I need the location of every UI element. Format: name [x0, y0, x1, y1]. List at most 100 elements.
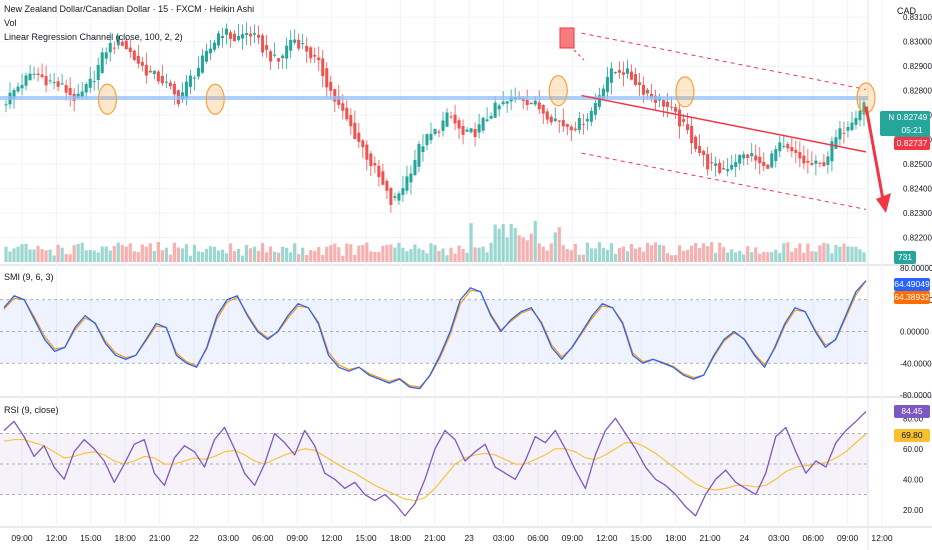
smi-signal-line: [3, 280, 867, 388]
candle-body: [645, 89, 650, 94]
candle-body: [112, 47, 116, 49]
volume-bar: [260, 243, 265, 262]
volume-bar: [746, 246, 750, 262]
candle-body: [241, 34, 245, 39]
volume-bar: [4, 246, 8, 262]
volume-bar: [425, 253, 429, 262]
candle-body: [188, 75, 192, 87]
candle-body: [581, 123, 585, 125]
volume-bar: [525, 240, 529, 262]
volume-bar: [216, 250, 221, 262]
candle-body: [68, 88, 72, 96]
currency-label[interactable]: CAD: [896, 6, 916, 16]
candle-body: [144, 64, 148, 76]
candle-body: [60, 83, 64, 85]
candle-body: [124, 40, 128, 50]
candle-body: [293, 39, 297, 43]
time-tick-label: 12:00: [871, 533, 893, 543]
candle-body: [36, 73, 40, 76]
volume-bar: [770, 252, 774, 262]
smi-line: [3, 280, 867, 390]
volume-legend[interactable]: Vol: [4, 18, 17, 28]
volume-bar: [353, 254, 357, 262]
volume-bar: [337, 247, 341, 262]
volume-bar: [96, 252, 100, 262]
rsi-legend[interactable]: RSI (9, close): [4, 405, 59, 415]
volume-bar: [665, 253, 670, 262]
volume-bar: [621, 246, 626, 262]
candle-body: [557, 120, 561, 122]
volume-bar: [345, 243, 349, 262]
candle-body: [549, 116, 553, 123]
candle-body: [301, 43, 305, 45]
candle-body: [629, 71, 633, 80]
candle-body: [473, 128, 477, 138]
volume-bar: [449, 247, 453, 262]
volume-bar: [373, 251, 377, 262]
volume-bar: [481, 246, 485, 262]
candle-body: [774, 149, 778, 162]
volume-bar: [734, 252, 738, 262]
candle-body: [597, 95, 601, 107]
volume-bar: [212, 246, 217, 262]
volume-bar: [629, 243, 634, 262]
volume-bar: [541, 246, 545, 262]
volume-bar: [694, 242, 698, 262]
volume-bar: [369, 251, 373, 262]
volume-bar: [188, 255, 193, 262]
smi-legend[interactable]: SMI (9, 6, 3): [4, 272, 54, 282]
regression-line: [581, 94, 867, 153]
volume-bar: [52, 255, 56, 262]
volume-bar: [581, 254, 585, 262]
price-tick-label: 0.82400: [903, 185, 932, 194]
volume-bar: [862, 252, 866, 262]
volume-bar: [265, 252, 269, 262]
volume-bar: [168, 254, 172, 262]
candle-body: [641, 84, 646, 95]
volume-bar: [437, 250, 441, 262]
candle-body: [698, 146, 702, 153]
volume-bar: [184, 244, 189, 262]
time-tick-label: 12:00: [46, 533, 68, 543]
candle-body: [842, 132, 846, 134]
candle-body: [690, 125, 694, 144]
candle-body: [44, 76, 48, 86]
volume-bar: [281, 246, 285, 262]
volume-bar: [64, 253, 68, 262]
volume-bar: [726, 252, 730, 262]
bid-price-tag: 0.82737: [894, 137, 930, 150]
time-tick-label: 24: [740, 533, 750, 543]
candle-body: [778, 142, 782, 152]
volume-bar: [305, 254, 309, 262]
candle-body: [429, 133, 433, 141]
candle-body: [726, 169, 730, 172]
volume-bar: [597, 242, 601, 262]
volume-bar: [818, 245, 822, 262]
volume-bar: [220, 249, 225, 262]
candle-body: [730, 164, 734, 170]
time-axis[interactable]: 09:00 12:00 15:00 18:00 21:00 22 03:00 06:00 09:…: [11, 533, 893, 543]
candle-body: [160, 76, 164, 84]
candle-body: [64, 85, 68, 93]
regression-legend[interactable]: Linear Regression Channel (close, 100, 2…: [4, 32, 183, 42]
volume-bar: [413, 244, 417, 262]
volume-bar: [834, 244, 838, 262]
volume-bar: [710, 242, 714, 262]
volume-bar: [204, 248, 209, 262]
candle-body: [261, 35, 265, 53]
symbol-title[interactable]: New Zealand Dollar/Canadian Dollar · 15 …: [4, 4, 255, 14]
candle-body: [674, 107, 678, 112]
candle-body: [12, 90, 16, 99]
highlight-ellipse: [97, 83, 118, 115]
time-tick-label: 18:00: [390, 533, 412, 543]
volume-bar: [669, 255, 674, 262]
candle-body: [96, 65, 100, 80]
candle-body: [738, 154, 742, 164]
candle-body: [790, 147, 794, 152]
volume-bar: [802, 252, 806, 262]
volume-bar: [730, 249, 734, 262]
volume-bar: [457, 245, 461, 262]
volume-bar: [533, 220, 537, 262]
